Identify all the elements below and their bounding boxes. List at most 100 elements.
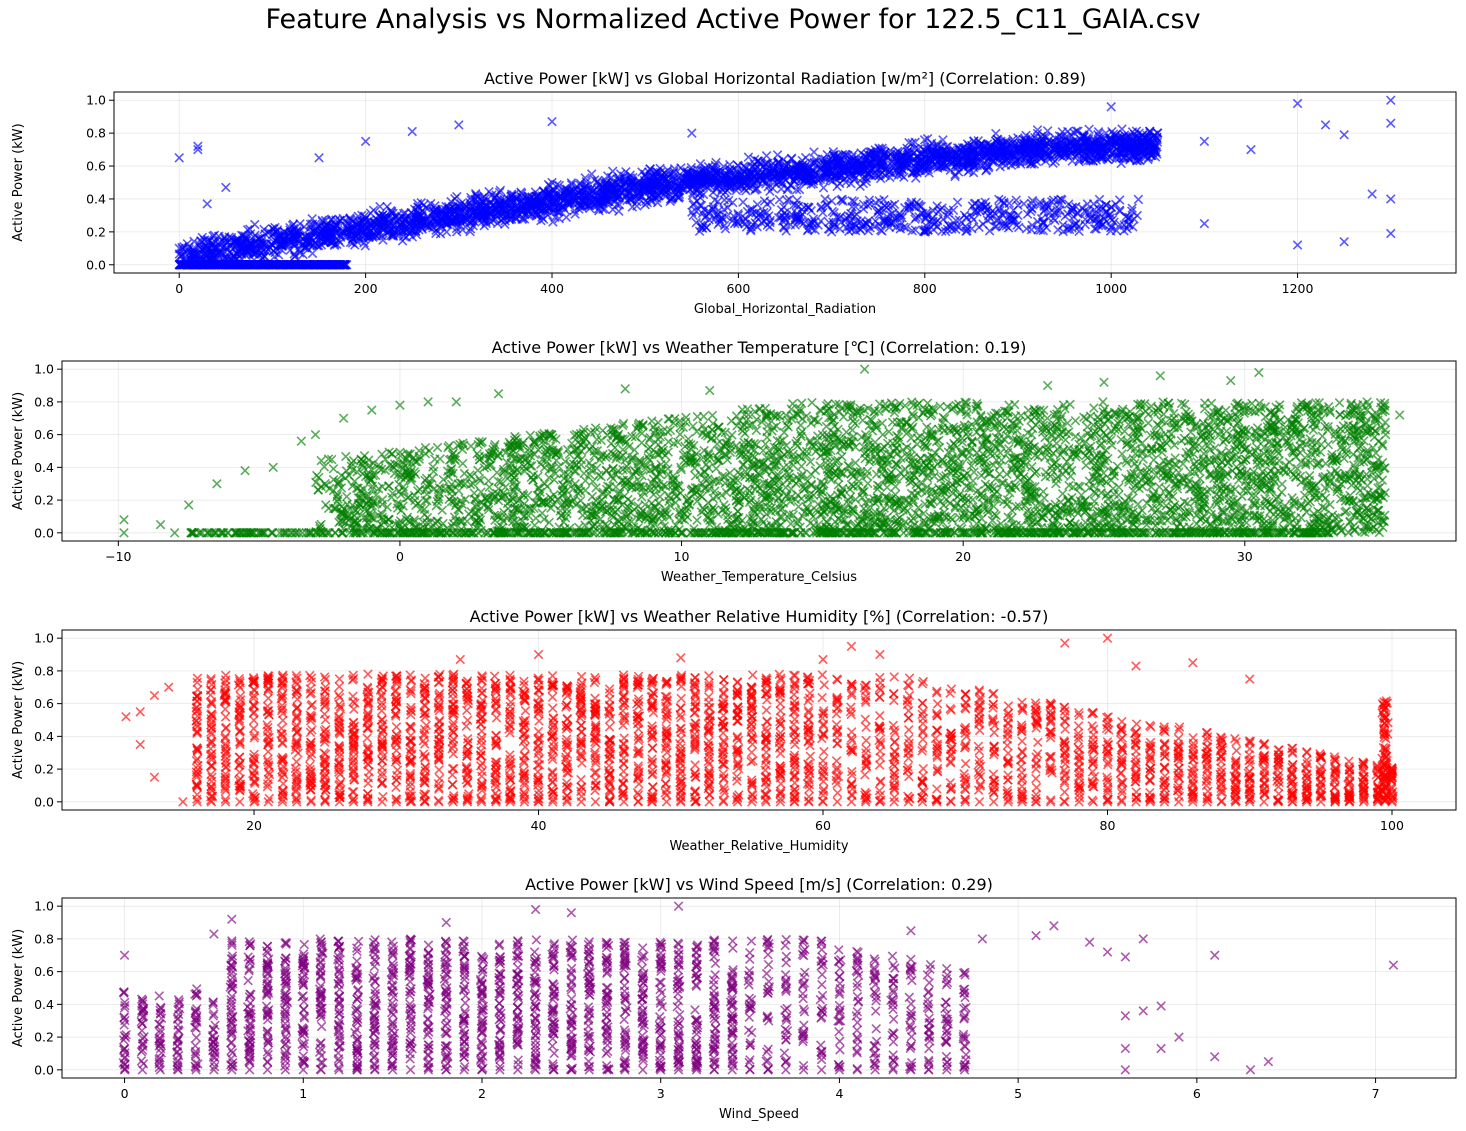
scatter-point <box>416 215 426 226</box>
scatter-point <box>238 245 248 255</box>
scatter-point <box>1022 150 1032 160</box>
x-tick-label: 800 <box>913 281 937 296</box>
scatter-point <box>613 189 623 200</box>
scatter-point <box>1010 150 1020 161</box>
scatter-point <box>307 213 317 224</box>
scatter-point <box>924 168 934 178</box>
scatter-point <box>452 216 463 226</box>
scatter-point <box>501 209 511 220</box>
scatter-point <box>222 259 233 270</box>
scatter-point <box>786 154 797 164</box>
scatter-point <box>777 171 788 181</box>
scatter-point <box>870 170 880 181</box>
scatter-point <box>302 232 312 242</box>
scatter-point <box>902 143 912 153</box>
scatter-point <box>731 173 741 183</box>
scatter-point <box>947 157 958 167</box>
scatter-point <box>752 167 763 177</box>
outlier-point <box>1246 144 1256 155</box>
scatter-point <box>362 217 372 227</box>
scatter-point <box>477 211 488 222</box>
y-tick-label: 0.6 <box>86 159 106 174</box>
scatter-point <box>848 149 859 160</box>
scatter-point <box>465 226 475 237</box>
scatter-point <box>588 186 598 196</box>
scatter-point <box>676 163 686 173</box>
scatter-point <box>1056 131 1067 142</box>
scatter-point <box>978 151 989 162</box>
scatter-point <box>1133 194 1144 205</box>
scatter-point <box>931 148 941 159</box>
scatter-point <box>808 165 818 176</box>
scatter-point <box>586 169 597 179</box>
scatter-point <box>1127 135 1137 145</box>
scatter-point <box>922 133 933 144</box>
scatter-point <box>539 207 550 217</box>
scatter-point <box>309 260 320 270</box>
scatter-point <box>1082 199 1093 209</box>
scatter-point <box>292 260 303 270</box>
scatter-point <box>752 176 762 186</box>
scatter-point <box>320 237 330 248</box>
scatter-point <box>532 191 543 201</box>
outlier-point <box>221 182 231 193</box>
scatter-point <box>945 165 956 176</box>
scatter-point <box>615 169 626 179</box>
scatter-point <box>549 205 559 216</box>
scatter-point <box>518 213 528 223</box>
scatter-point <box>289 252 300 262</box>
scatter-point <box>518 206 528 217</box>
scatter-point <box>287 220 298 231</box>
scatter-point <box>1029 159 1040 169</box>
scatter-point <box>238 260 248 270</box>
scatter-point <box>1124 145 1135 156</box>
scatter-point <box>1093 129 1103 140</box>
scatter-point <box>809 147 819 157</box>
scatter-point <box>281 260 291 270</box>
outlier-point <box>454 120 464 130</box>
scatter-point <box>1074 156 1084 167</box>
scatter-point <box>1027 148 1038 158</box>
scatter-point <box>861 176 872 187</box>
scatter-point <box>858 155 869 165</box>
scatter-point <box>899 151 909 161</box>
scatter-point <box>899 172 909 183</box>
scatter-point <box>576 200 587 211</box>
scatter-point <box>1016 138 1027 149</box>
scatter-point <box>250 219 260 230</box>
scatter-point <box>1018 141 1028 152</box>
scatter-point <box>517 196 527 206</box>
scatter-point <box>995 145 1005 156</box>
scatter-point <box>401 213 412 224</box>
scatter-point <box>831 151 842 162</box>
scatter-point <box>563 188 574 198</box>
scatter-point <box>288 230 299 241</box>
scatter-point <box>663 185 674 196</box>
scatter-point <box>338 226 348 236</box>
scatter-point <box>678 184 688 195</box>
outlier-point <box>1385 118 1396 129</box>
scatter-point <box>860 154 871 165</box>
scatter-point <box>481 205 491 215</box>
scatter-point <box>782 184 793 195</box>
scatter-point <box>499 219 510 229</box>
scatter-point <box>686 168 696 179</box>
scatter-point <box>962 150 972 160</box>
scatter-point <box>175 251 186 261</box>
scatter-point <box>335 260 345 270</box>
scatter-point <box>621 166 631 177</box>
scatter-point <box>499 204 509 215</box>
scatter-point <box>204 260 215 270</box>
scatter-point <box>692 196 702 206</box>
scatter-point <box>577 196 587 207</box>
scatter-point <box>600 190 610 200</box>
y-tick-label: 1.0 <box>86 93 106 108</box>
scatter-point <box>945 149 956 160</box>
scatter-point <box>1055 142 1066 152</box>
scatter-point <box>846 160 856 171</box>
scatter-point <box>652 182 663 192</box>
scatter-point <box>552 197 563 208</box>
scatter-point <box>333 260 344 270</box>
scatter-point <box>265 243 275 253</box>
scatter-point <box>236 230 247 241</box>
